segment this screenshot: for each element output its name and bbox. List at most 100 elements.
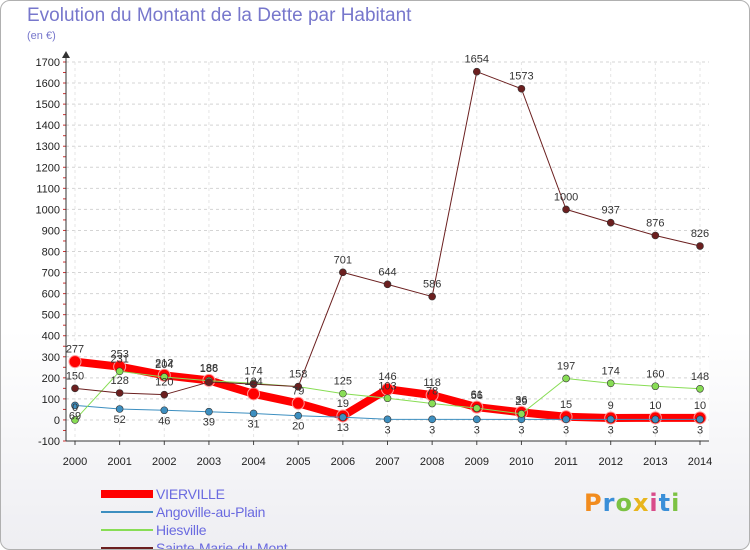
data-point (71, 416, 79, 424)
data-label: 10 (694, 400, 706, 412)
data-label: 644 (378, 266, 396, 278)
unit-label: (en €) (27, 30, 56, 42)
data-label: 277 (66, 344, 84, 356)
data-label: 10 (649, 400, 661, 412)
data-point (562, 415, 570, 424)
data-label: 3 (697, 424, 703, 436)
legend-item: Hiesville (101, 521, 287, 539)
logo-letter: o (615, 489, 633, 517)
data-point (651, 231, 660, 240)
data-label: 186 (200, 363, 218, 375)
data-point (517, 410, 526, 418)
data-label: 61 (471, 389, 483, 401)
data-label: 826 (691, 228, 709, 240)
data-point (428, 415, 436, 424)
data-point (562, 374, 570, 383)
data-point (651, 415, 660, 424)
y-tick-label: 300 (42, 352, 60, 364)
legend-label: Sainte-Marie-du-Mont (156, 540, 288, 550)
data-label: 19 (337, 398, 349, 410)
x-tick-label: 2013 (643, 456, 667, 468)
data-label: 3 (518, 424, 524, 436)
data-label: 15 (560, 399, 572, 411)
data-label: 20 (292, 421, 304, 433)
x-tick-label: 2010 (509, 456, 533, 468)
data-label: 148 (691, 371, 709, 383)
x-tick-label: 2001 (107, 456, 131, 468)
data-point (160, 406, 169, 415)
data-label: 13 (337, 422, 349, 434)
data-point (115, 367, 124, 376)
logo-letter: P (584, 489, 603, 517)
data-point (472, 415, 481, 424)
data-point (294, 382, 303, 391)
data-point (696, 242, 704, 250)
x-tick-label: 2012 (598, 456, 622, 468)
data-point (160, 373, 169, 381)
data-point (383, 394, 392, 403)
data-label: 128 (110, 375, 128, 387)
data-label: 253 (110, 349, 128, 361)
data-label: 52 (114, 414, 126, 426)
data-label: 118 (423, 377, 441, 389)
data-label: 79 (292, 385, 304, 397)
legend-item: Angoville-au-Plain (101, 503, 287, 521)
data-label: 188 (200, 362, 218, 374)
data-point (294, 411, 303, 420)
chart-title: Evolution du Montant de la Dette par Hab… (27, 5, 412, 26)
data-label: 69 (69, 410, 81, 422)
legend-swatch (101, 547, 153, 549)
x-tick-label: 2005 (286, 456, 310, 468)
data-label: 586 (423, 279, 441, 291)
y-tick-label: 500 (42, 310, 60, 322)
data-label: 701 (334, 254, 352, 266)
data-label: 46 (158, 415, 170, 427)
data-point (472, 404, 481, 412)
y-tick-label: 1300 (36, 141, 60, 153)
data-label: 158 (289, 369, 307, 381)
data-label: 876 (646, 217, 664, 229)
legend-swatch (101, 490, 153, 498)
y-tick-label: 700 (42, 268, 60, 280)
data-point (205, 407, 213, 416)
data-label: 937 (602, 205, 620, 217)
data-label: 150 (66, 370, 84, 382)
data-point (205, 378, 213, 386)
data-label: 29 (515, 396, 527, 408)
data-label: 174 (602, 365, 620, 377)
legend-label: VIERVILLE (156, 486, 225, 502)
data-label: 212 (155, 357, 173, 369)
y-tick-label: 1600 (36, 78, 60, 90)
data-label: 1654 (465, 54, 489, 66)
data-label: 1000 (554, 191, 578, 203)
legend-label: Hiesville (156, 522, 207, 538)
data-label: 39 (203, 417, 215, 429)
data-label: 3 (429, 424, 435, 436)
data-label: 31 (247, 418, 259, 430)
data-point (71, 384, 79, 393)
x-tick-label: 2007 (375, 456, 399, 468)
data-label: 3 (474, 424, 480, 436)
x-tick-label: 2009 (465, 456, 489, 468)
data-label: 3 (608, 424, 614, 436)
data-point (651, 382, 660, 391)
data-point (115, 389, 124, 397)
data-label: 78 (426, 386, 438, 398)
x-tick-label: 2000 (63, 456, 87, 468)
y-tick-label: 800 (42, 247, 60, 259)
data-label: 197 (557, 360, 575, 372)
data-label: 174 (244, 365, 262, 377)
logo-letter: r (602, 489, 616, 517)
y-tick-label: 400 (42, 331, 60, 343)
data-point (472, 67, 481, 76)
y-tick-label: 1700 (36, 57, 60, 69)
legend-swatch (101, 529, 153, 531)
data-point (291, 396, 305, 410)
legend-label: Angoville-au-Plain (156, 504, 266, 520)
y-tick-label: 1400 (36, 120, 60, 132)
data-point (428, 292, 436, 301)
data-point (71, 401, 79, 410)
data-point (247, 387, 261, 401)
